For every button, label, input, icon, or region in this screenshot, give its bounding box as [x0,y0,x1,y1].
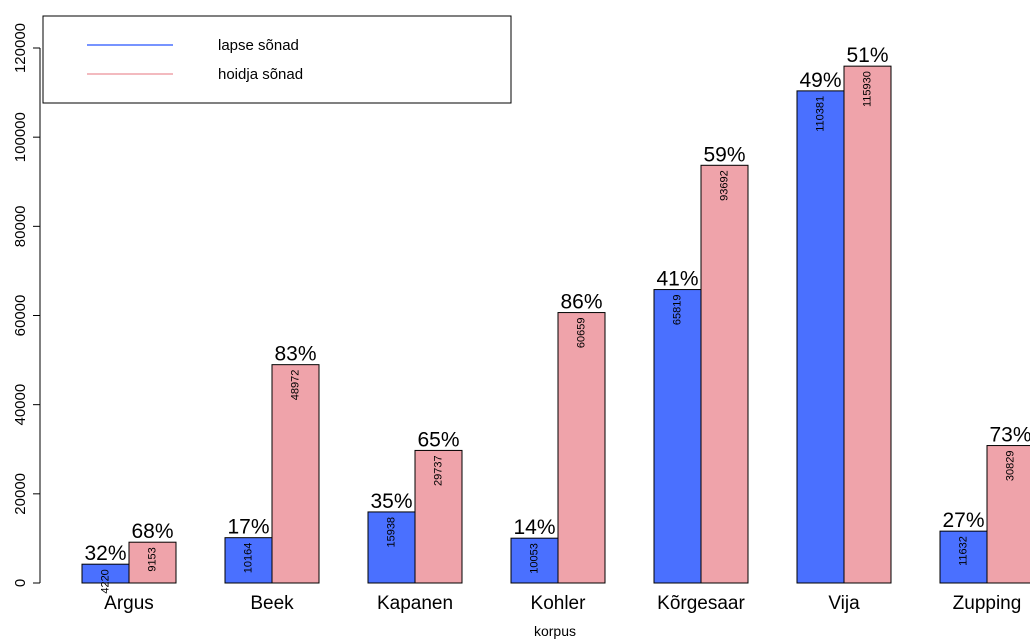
y-tick-label: 80000 [12,205,29,247]
x-axis-title: korpus [534,623,576,639]
category-labels: Argus Beek Kapanen Kohler Kõrgesaar Vija Zuppi… [104,593,1021,614]
percent-label: 65% [417,428,459,451]
bar [986,445,1030,584]
category-label: Kohler [531,593,587,614]
bars: 32% 4220 68% 9153 17% 10164 83% 48972 35% 15938 65… [81,44,1030,594]
value-label: 15938 [386,517,398,548]
value-label: 65819 [672,295,684,326]
bar [224,537,273,584]
bar [414,449,463,584]
percent-label: 49% [799,69,841,92]
value-label: 48972 [290,370,302,401]
category-label: Zupping [953,593,1022,614]
y-tick-label: 40000 [12,384,29,426]
y-tick-label: 60000 [12,295,29,337]
bar [557,312,606,584]
category-label: Kapanen [377,593,453,614]
percent-label: 68% [131,520,173,543]
legend-box [42,15,512,104]
legend: lapse sõnad hoidja sõnad [42,15,512,104]
percent-label: 17% [227,516,269,539]
value-label: 110381 [815,96,827,132]
value-label: 29737 [433,455,445,486]
legend-label: hoidja sõnad [218,66,303,83]
value-label: 10164 [243,543,255,574]
category-label: Vija [828,593,860,614]
value-label: 10053 [529,543,541,574]
value-label: 115930 [862,71,874,107]
percent-label: 32% [84,542,126,565]
bar [700,164,749,584]
bar [510,537,559,584]
percent-label: 51% [846,44,888,67]
value-label: 9153 [147,547,159,571]
percent-label: 14% [513,516,555,539]
value-label: 30829 [1005,451,1017,482]
y-tick-label: 120000 [12,23,29,73]
y-tick-label: 0 [12,579,29,587]
value-label: 93692 [719,170,731,201]
category-label: Argus [104,593,154,614]
bar [271,364,320,584]
percent-label: 59% [703,143,745,166]
value-label: 11632 [958,536,970,566]
category-label: Kõrgesaar [657,593,745,614]
y-tick-label: 20000 [12,473,29,515]
percent-label: 41% [656,268,698,291]
y-tick-label: 100000 [12,112,29,162]
bar [843,65,892,584]
y-axis: 0 20000 40000 60000 80000 100000 120000 [12,23,41,587]
bar [128,541,177,584]
percent-label: 35% [370,490,412,513]
bar [939,530,988,584]
percent-label: 27% [942,509,984,532]
category-label: Beek [250,593,294,614]
bar [367,511,416,584]
value-label: 4220 [100,569,112,593]
percent-label: 73% [989,424,1030,447]
value-label: 60659 [576,318,588,349]
bar [653,289,702,584]
legend-label: lapse sõnad [218,37,299,54]
percent-label: 86% [560,291,602,314]
bar [796,90,845,584]
percent-label: 83% [274,343,316,366]
